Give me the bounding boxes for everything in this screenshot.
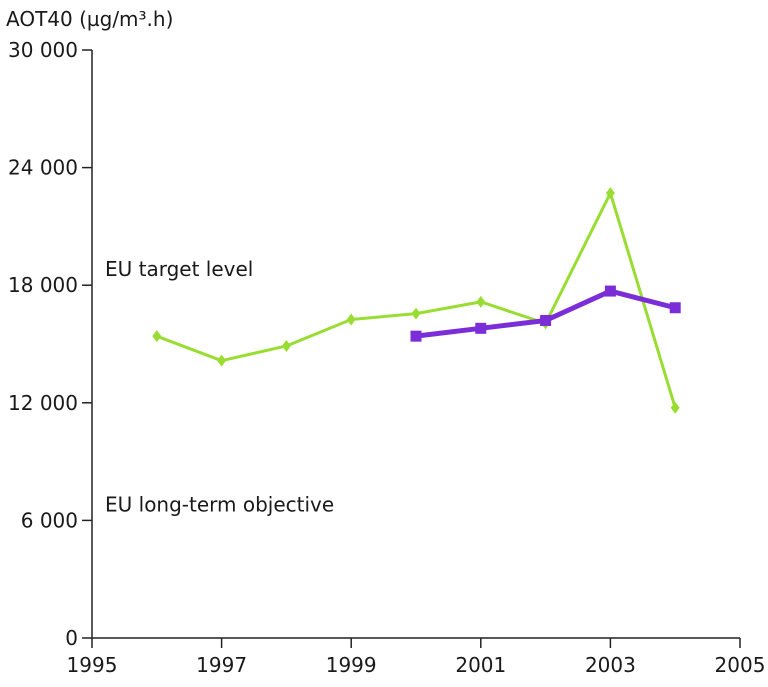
data-point bbox=[540, 314, 552, 326]
y-tick-label: 6 000 bbox=[21, 508, 78, 532]
series-1 bbox=[152, 187, 680, 414]
series-line bbox=[156, 191, 677, 409]
x-tick-label: 2001 bbox=[455, 653, 506, 677]
annotations: EU target level EU long-term objective bbox=[105, 257, 334, 516]
data-point bbox=[669, 302, 681, 314]
data-point bbox=[605, 187, 615, 200]
data-point bbox=[152, 330, 162, 343]
y-tick-label: 0 bbox=[65, 626, 78, 650]
x-tick-label: 2003 bbox=[585, 653, 636, 677]
data-point bbox=[410, 330, 422, 342]
y-tick-label: 24 000 bbox=[8, 156, 78, 180]
y-tick-label: 12 000 bbox=[8, 391, 78, 415]
series-2 bbox=[410, 285, 681, 342]
data-point bbox=[217, 354, 227, 367]
x-tick-label: 2005 bbox=[715, 653, 766, 677]
x-tick-label: 1999 bbox=[326, 653, 377, 677]
y-axis-label: AOT40 (µg/m³.h) bbox=[6, 7, 173, 31]
annotation-label: EU long-term objective bbox=[105, 492, 334, 516]
data-point bbox=[346, 313, 356, 326]
y-tick-label: 18 000 bbox=[8, 273, 78, 297]
series-layer bbox=[152, 187, 681, 414]
axes: 0 6 000 12 000 18 000 24 000 30 000 1995 1997 19… bbox=[8, 38, 765, 677]
data-point bbox=[281, 339, 291, 352]
x-tick-label: 1997 bbox=[196, 653, 247, 677]
data-point bbox=[670, 401, 680, 414]
data-point bbox=[604, 285, 616, 297]
annotation-label: EU target level bbox=[105, 257, 253, 281]
data-point bbox=[476, 295, 486, 308]
x-tick-label: 1995 bbox=[67, 653, 118, 677]
data-point bbox=[411, 307, 421, 320]
data-point bbox=[475, 322, 487, 334]
y-tick-label: 30 000 bbox=[8, 38, 78, 62]
